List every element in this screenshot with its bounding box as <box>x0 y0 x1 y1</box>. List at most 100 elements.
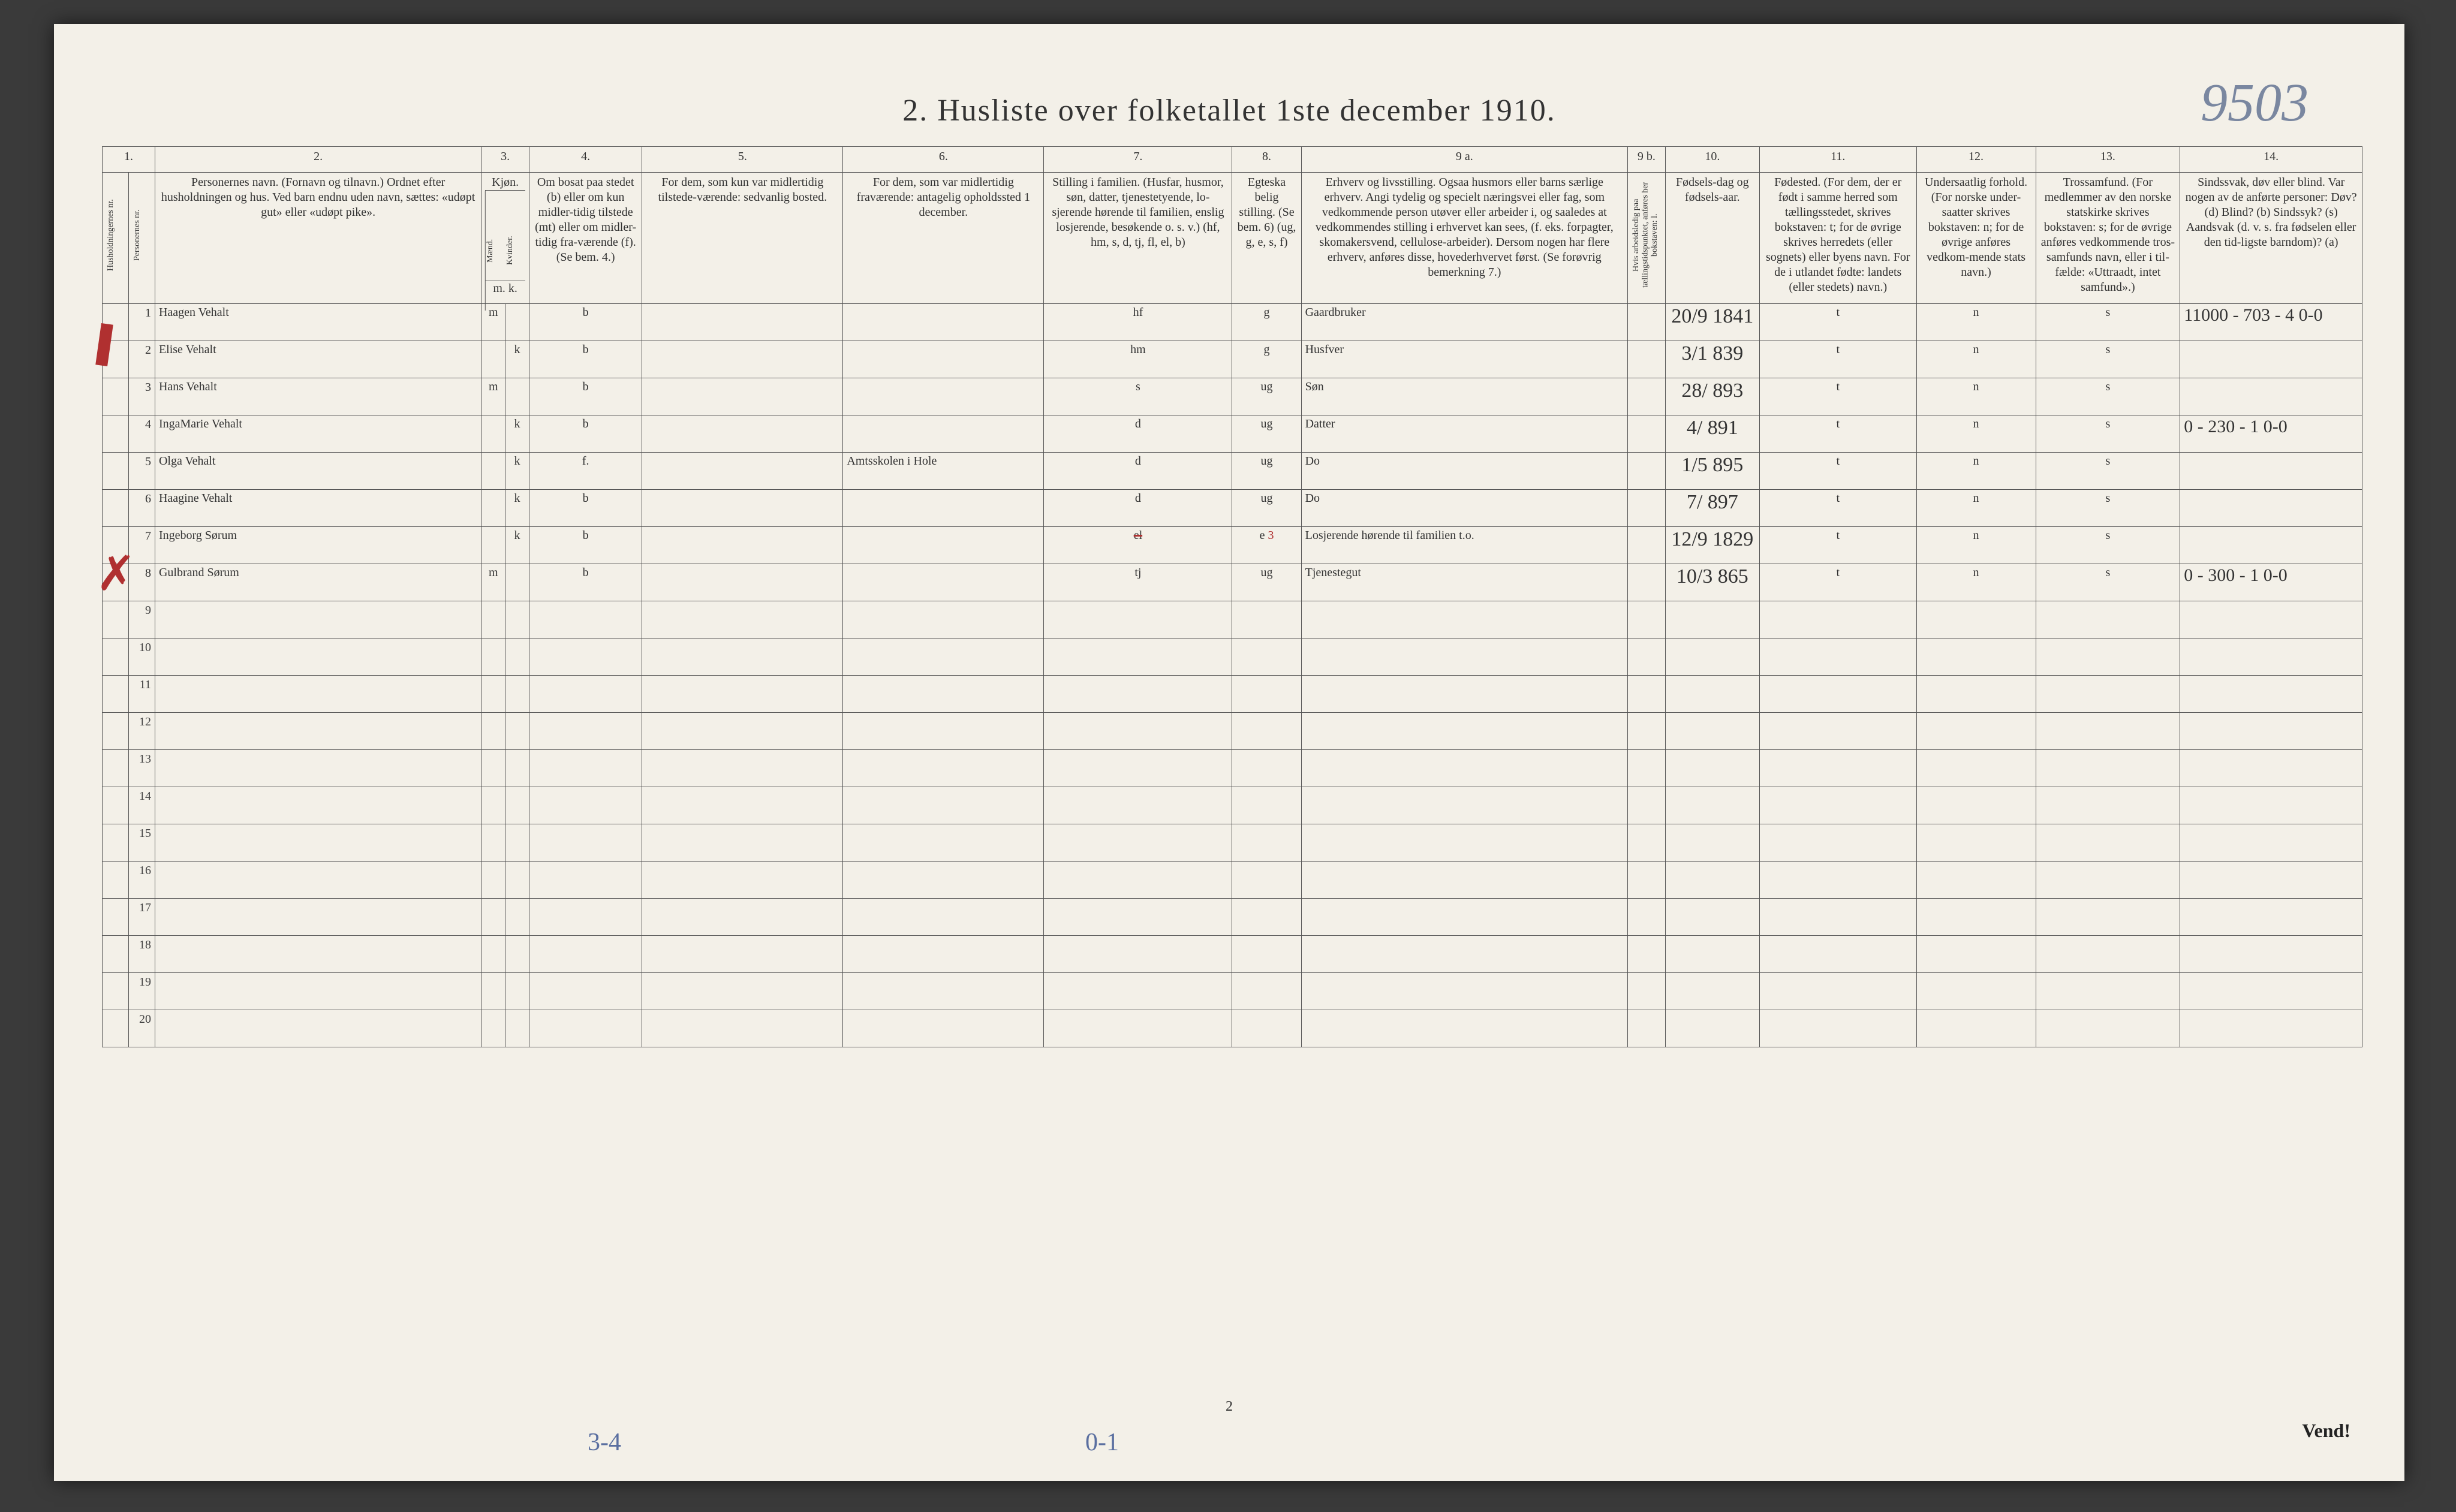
cell-trossamfund <box>2036 862 2180 899</box>
table-row: 7Ingeborg Sørumkbele 3Losjerende hørende… <box>103 527 2362 564</box>
cell-egteskab <box>1232 750 1301 787</box>
cell-kjon-k: k <box>505 490 529 527</box>
cell-midlertidig <box>642 787 843 824</box>
cell-trossamfund: s <box>2036 341 2180 378</box>
hdr-person-nr: Personernes nr. <box>128 173 155 304</box>
colnum-5: 5. <box>642 147 843 173</box>
colnum-12: 12. <box>1916 147 2036 173</box>
cell-name <box>155 1010 481 1047</box>
cell-undersaat <box>1916 973 2036 1010</box>
cell-midlertidig <box>642 527 843 564</box>
cell-trossamfund <box>2036 1010 2180 1047</box>
cell-fodselsdag <box>1665 824 1759 862</box>
cell-kjon-m <box>481 973 505 1010</box>
cell-stilling: d <box>1044 490 1232 527</box>
colnum-4: 4. <box>529 147 642 173</box>
cell-fodested <box>1759 713 1916 750</box>
cell-personnr: 18 <box>128 936 155 973</box>
cell-stilling <box>1044 638 1232 676</box>
cell-stilling <box>1044 899 1232 936</box>
cell-fodested: t <box>1759 490 1916 527</box>
cell-fodselsdag <box>1665 1010 1759 1047</box>
cell-fravaer <box>843 564 1044 601</box>
cell-erhverv <box>1301 750 1627 787</box>
cell-fodselsdag: 12/9 1829 <box>1665 527 1759 564</box>
cell-sindssvak <box>2180 713 2362 750</box>
cell-sindssvak <box>2180 824 2362 862</box>
cell-stilling: hm <box>1044 341 1232 378</box>
cell-fodselsdag: 3/1 839 <box>1665 341 1759 378</box>
cell-sindssvak <box>2180 490 2362 527</box>
cell-bosat: b <box>529 378 642 415</box>
hdr-kjon-title: Kjøn. <box>485 175 525 190</box>
cell-fravaer <box>843 1010 1044 1047</box>
cell-kjon-k <box>505 676 529 713</box>
cell-kjon-k <box>505 899 529 936</box>
cell-egteskab: g <box>1232 341 1301 378</box>
colnum-14: 14. <box>2180 147 2362 173</box>
cell-stilling <box>1044 601 1232 638</box>
table-body: 1Haagen VehaltmbhfgGaardbruker20/9 1841t… <box>103 304 2362 1047</box>
cell-bosat: b <box>529 415 642 453</box>
column-header-row: Husholdningernes nr. Personernes nr. Per… <box>103 173 2362 304</box>
cell-personnr: 2 <box>128 341 155 378</box>
cell-egteskab <box>1232 601 1301 638</box>
cell-arbeidsledig <box>1628 973 1666 1010</box>
cell-trossamfund <box>2036 787 2180 824</box>
table-row: 9 <box>103 601 2362 638</box>
cell-fravaer <box>843 936 1044 973</box>
hdr-name: Personernes navn. (Fornavn og tilnavn.) … <box>155 173 481 304</box>
cell-arbeidsledig <box>1628 453 1666 490</box>
cell-personnr: 6 <box>128 490 155 527</box>
hdr-midlertidig: For dem, som kun var midlertidig tilsted… <box>642 173 843 304</box>
table-row: 4IngaMarie VehaltkbdugDatter4/ 891tns0 -… <box>103 415 2362 453</box>
cell-kjon-k <box>505 824 529 862</box>
cell-arbeidsledig <box>1628 601 1666 638</box>
cell-personnr: 17 <box>128 899 155 936</box>
cell-fravaer <box>843 862 1044 899</box>
cell-personnr: 1 <box>128 304 155 341</box>
cell-bosat <box>529 862 642 899</box>
cell-erhverv <box>1301 638 1627 676</box>
cell-kjon-k <box>505 787 529 824</box>
cell-fodested: t <box>1759 304 1916 341</box>
cell-undersaat <box>1916 824 2036 862</box>
colnum-9b: 9 b. <box>1628 147 1666 173</box>
cell-hus <box>103 713 129 750</box>
table-row: 11 <box>103 676 2362 713</box>
cell-fodselsdag <box>1665 601 1759 638</box>
table-row: 3Hans VehaltmbsugSøn28/ 893tns <box>103 378 2362 415</box>
cell-kjon-k <box>505 601 529 638</box>
cell-arbeidsledig <box>1628 899 1666 936</box>
cell-kjon-k <box>505 1010 529 1047</box>
cell-name: Gulbrand Sørum <box>155 564 481 601</box>
cell-arbeidsledig <box>1628 824 1666 862</box>
table-row: 2Elise VehaltkbhmgHusfver3/1 839tns <box>103 341 2362 378</box>
cell-erhverv: Søn <box>1301 378 1627 415</box>
cell-kjon-m <box>481 676 505 713</box>
cell-bosat <box>529 824 642 862</box>
cell-name <box>155 824 481 862</box>
cell-egteskab: ug <box>1232 490 1301 527</box>
cell-fodested <box>1759 936 1916 973</box>
cell-arbeidsledig <box>1628 378 1666 415</box>
census-table: 1. 2. 3. 4. 5. 6. 7. 8. 9 a. 9 b. 10. 11… <box>102 146 2362 1047</box>
cell-egteskab: e 3 <box>1232 527 1301 564</box>
cell-bosat <box>529 750 642 787</box>
cell-fodselsdag: 4/ 891 <box>1665 415 1759 453</box>
cell-name: Olga Vehalt <box>155 453 481 490</box>
cell-personnr: 12 <box>128 713 155 750</box>
cell-kjon-m <box>481 638 505 676</box>
cell-fodested <box>1759 787 1916 824</box>
cell-trossamfund <box>2036 824 2180 862</box>
cell-trossamfund: s <box>2036 527 2180 564</box>
cell-midlertidig <box>642 862 843 899</box>
cell-erhverv: Do <box>1301 453 1627 490</box>
cell-egteskab: ug <box>1232 378 1301 415</box>
cell-fravaer <box>843 824 1044 862</box>
cell-bosat: b <box>529 341 642 378</box>
cell-fodselsdag <box>1665 973 1759 1010</box>
hdr-bosat: Om bosat paa stedet (b) eller om kun mid… <box>529 173 642 304</box>
hdr-stilling: Stilling i familien. (Husfar, husmor, sø… <box>1044 173 1232 304</box>
hdr-erhverv: Erhverv og livsstilling. Ogsaa husmors e… <box>1301 173 1627 304</box>
